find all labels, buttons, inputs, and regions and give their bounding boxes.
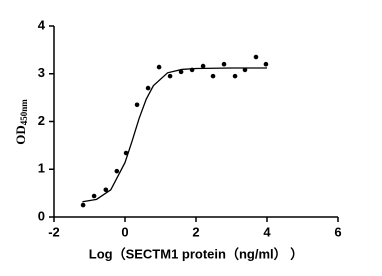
data-point (134, 102, 140, 108)
y-tick-label: 2 (38, 113, 45, 128)
y-axis-label: OD450nm (13, 99, 29, 145)
fit-curve (82, 67, 267, 203)
data-point (103, 187, 109, 193)
y-axis-label-sub: 450nm (19, 99, 29, 126)
data-point (221, 61, 227, 67)
data-point (242, 67, 248, 73)
data-point (232, 73, 238, 79)
data-point (200, 63, 206, 69)
x-tick-label: 0 (121, 224, 128, 239)
x-axis-label: Log（SECTM1 protein（ng/ml） ） (89, 246, 304, 261)
y-tick-label: 4 (38, 17, 46, 32)
y-tick-label: 0 (38, 208, 45, 223)
x-tick-label: 2 (192, 224, 199, 239)
data-point (80, 202, 86, 208)
data-point (91, 193, 97, 199)
data-point (253, 54, 259, 60)
y-tick-label: 3 (38, 65, 45, 80)
data-point (263, 61, 269, 67)
y-tick-label: 1 (38, 161, 45, 176)
x-tick-label: 6 (334, 224, 341, 239)
x-tick-label: -2 (48, 224, 60, 239)
data-point (145, 85, 151, 91)
data-point (167, 73, 173, 79)
data-point (156, 64, 162, 70)
data-point (114, 168, 120, 174)
y-axis-label-main: OD (13, 125, 28, 145)
x-tick-label: 4 (263, 224, 271, 239)
data-point (189, 67, 195, 73)
data-point (123, 150, 129, 156)
data-point (178, 69, 184, 75)
data-point (210, 73, 216, 79)
